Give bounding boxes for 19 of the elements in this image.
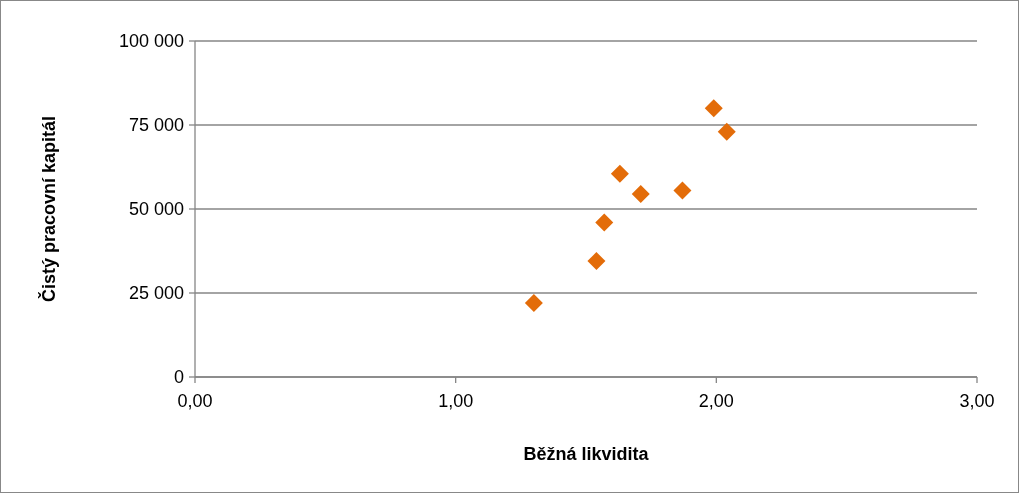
y-tick-label: 50 000	[128, 199, 184, 220]
y-tick-label: 0	[173, 367, 184, 388]
y-tick-label: 25 000	[128, 283, 184, 304]
point	[587, 252, 606, 271]
y-tick-label: 75 000	[128, 115, 184, 136]
y-tick-label: 100 000	[118, 31, 184, 52]
point	[524, 294, 543, 313]
x-tick-label: 0,00	[177, 391, 213, 411]
x-axis-title: Běžná likvidita	[523, 444, 650, 464]
x-tick-label: 3,00	[959, 391, 995, 411]
point	[673, 181, 692, 200]
y-axis-title: Čistý pracovní kapitál	[38, 115, 59, 303]
point	[704, 99, 723, 118]
x-tick-label: 2,00	[698, 391, 734, 411]
x-tick-label: 1,00	[438, 391, 474, 411]
point	[595, 213, 614, 232]
point	[717, 122, 736, 141]
point	[610, 164, 629, 183]
point	[631, 184, 650, 203]
